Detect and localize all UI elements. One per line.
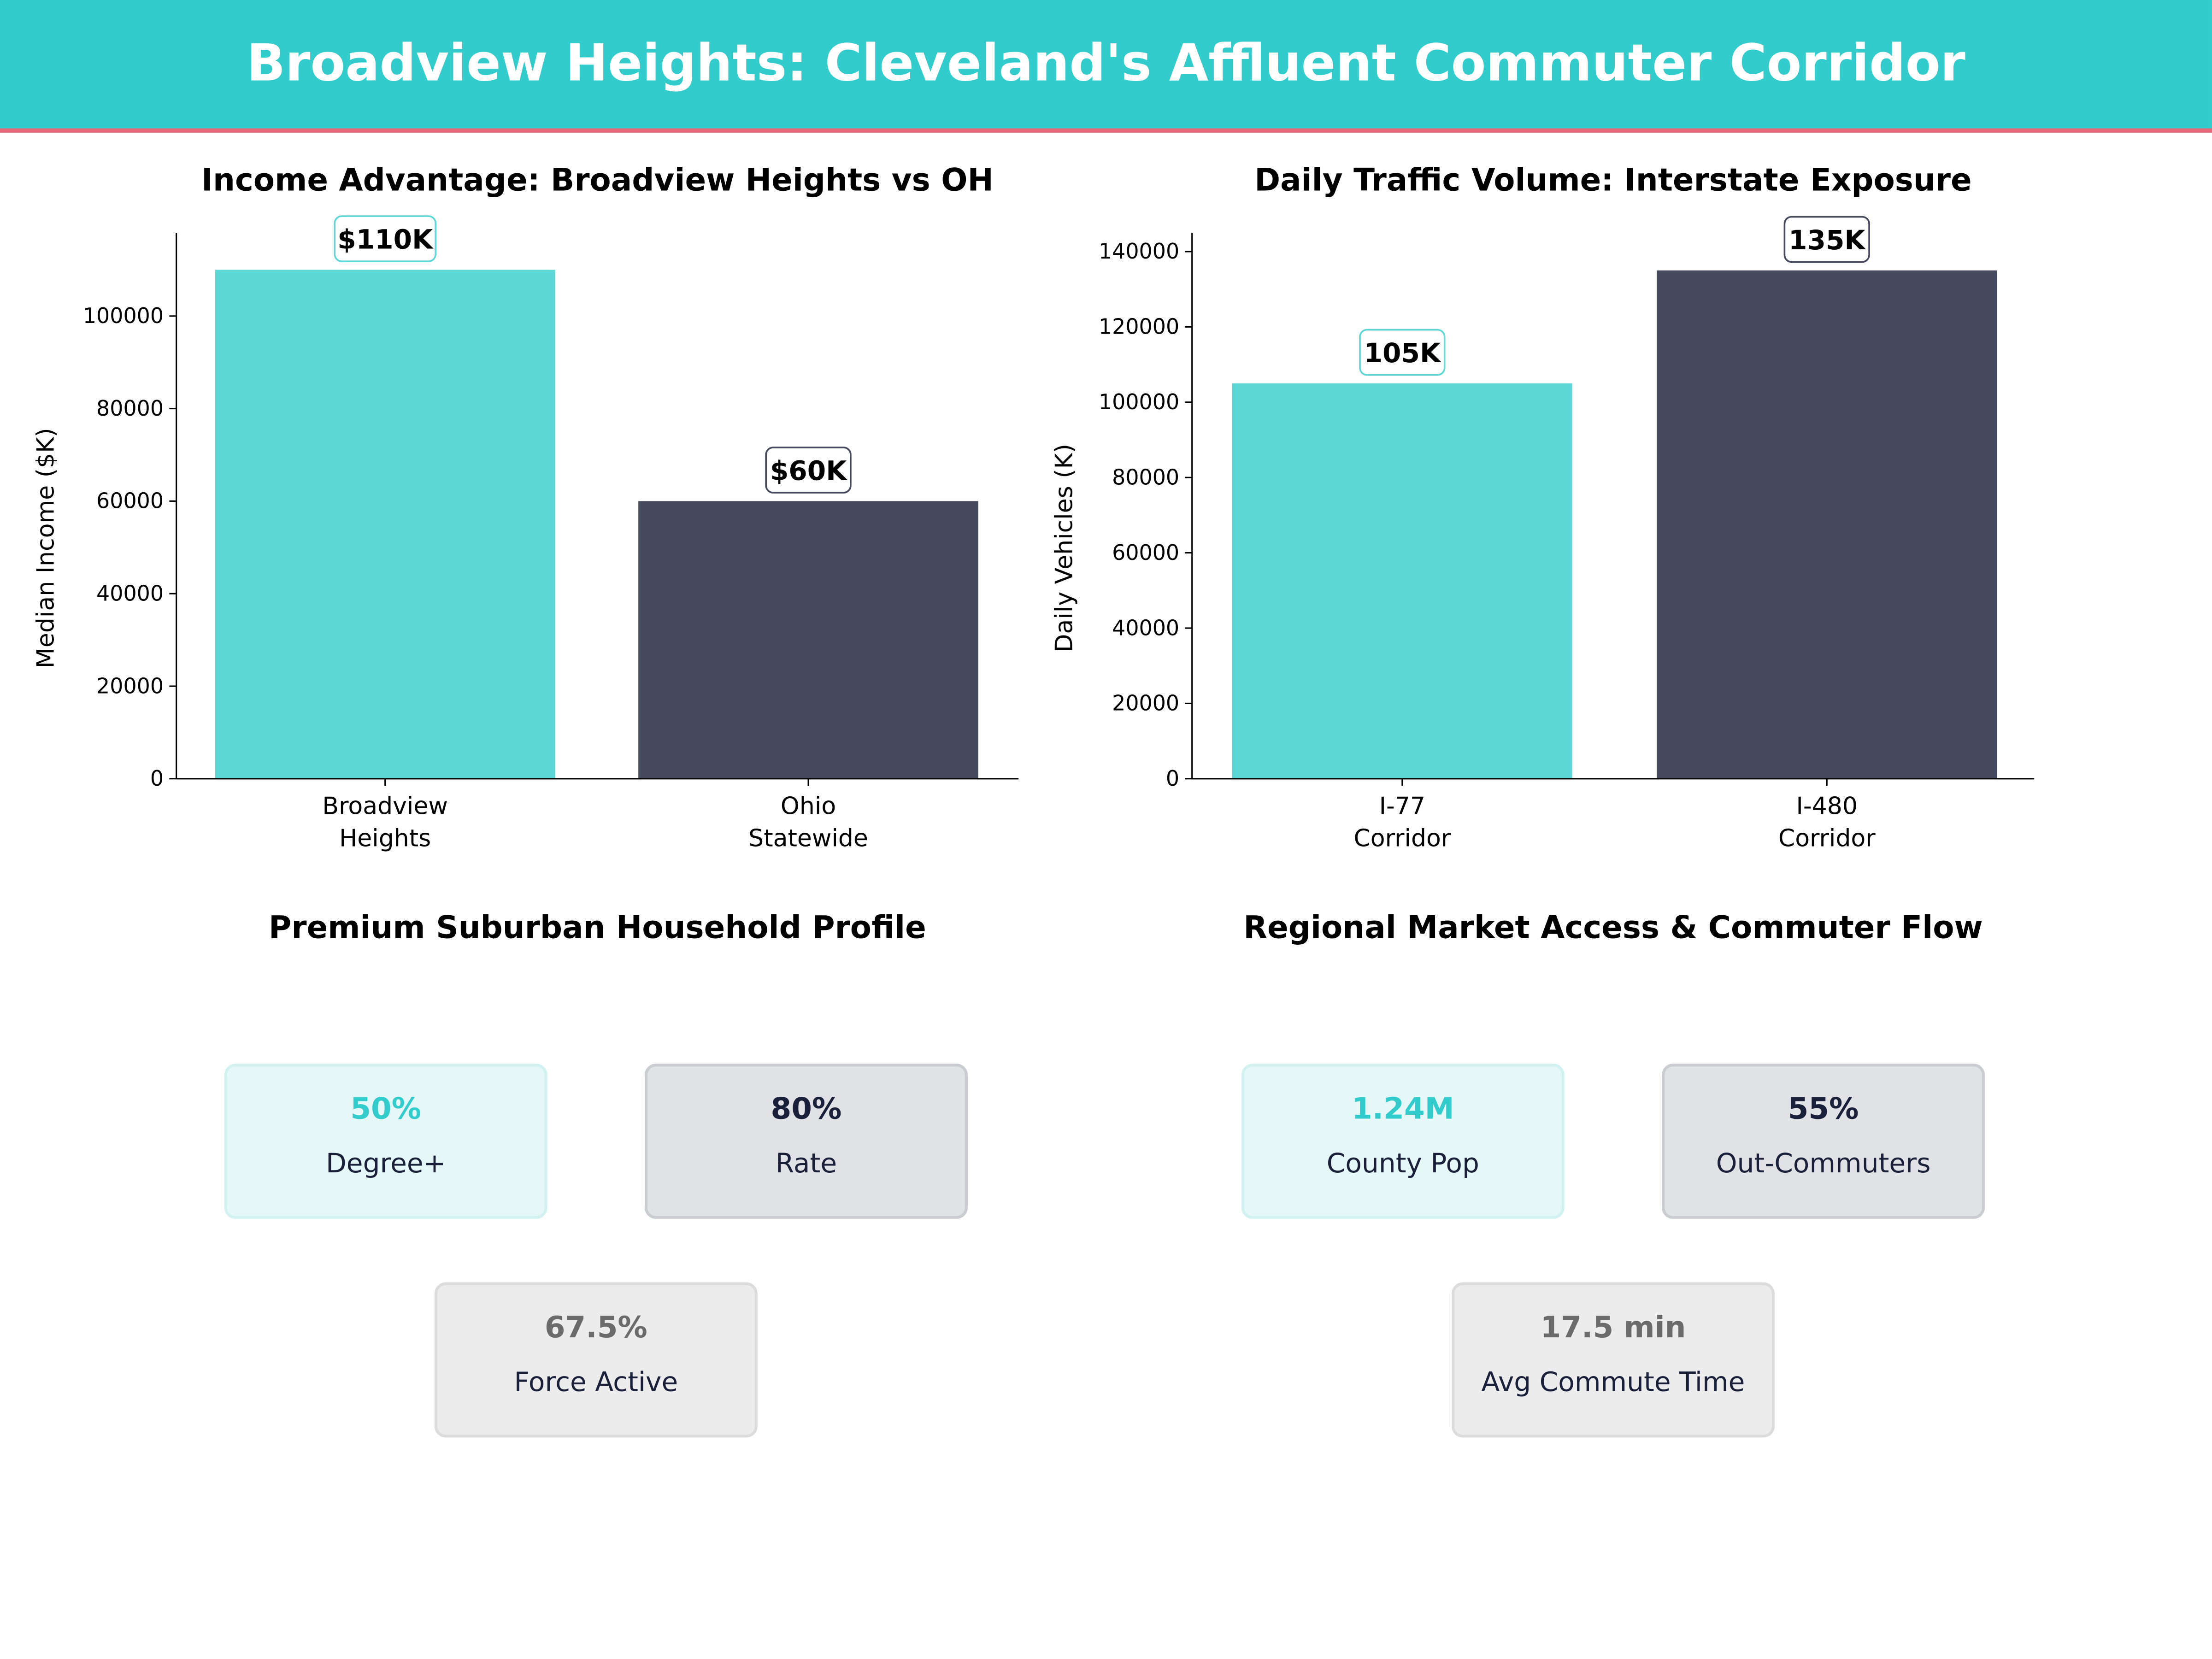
x-tick-label: Broadview	[322, 792, 448, 820]
y-tick-label: 40000	[96, 581, 164, 606]
data-label: 135K	[1788, 224, 1866, 256]
data-label-box	[334, 215, 436, 262]
bar	[215, 270, 555, 779]
x-tick-label: Heights	[339, 825, 431, 853]
y-tick-label: 100000	[1099, 389, 1179, 414]
bar	[1232, 383, 1572, 779]
y-tick-label: 40000	[1112, 615, 1179, 640]
card-label: Avg Commute Time	[1481, 1367, 1745, 1398]
data-label: 105K	[1364, 337, 1441, 369]
data-label: $110K	[337, 224, 434, 255]
degree-card: 50% Degree+	[224, 1064, 547, 1219]
y-tick-label: 60000	[1112, 540, 1179, 565]
y-tick-label: 0	[1166, 766, 1179, 791]
y-tick-label: 120000	[1099, 314, 1179, 339]
card-label: Out-Commuters	[1716, 1148, 1931, 1180]
card-label: County Pop	[1326, 1148, 1479, 1180]
card-value: 1.24M	[1352, 1092, 1454, 1126]
header-banner: Broadview Heights: Cleveland's Affluent …	[0, 0, 2212, 133]
card-value: 17.5 min	[1540, 1310, 1686, 1345]
y-axis-label: Daily Vehicles (K)	[1051, 444, 1078, 653]
labor-force-card: 67.5% Force Active	[434, 1282, 758, 1438]
card-value: 67.5%	[544, 1310, 647, 1345]
y-tick-label: 100000	[83, 303, 164, 328]
y-tick-label: 80000	[96, 396, 164, 421]
rate-card: 80% Rate	[644, 1064, 968, 1219]
y-tick-label: 0	[150, 766, 164, 791]
card-label: Degree+	[325, 1148, 446, 1180]
data-label: $60K	[770, 455, 847, 486]
x-tick-label: I-77	[1379, 792, 1425, 820]
card-label: Rate	[775, 1148, 837, 1180]
y-tick-label: 80000	[1112, 465, 1179, 489]
traffic-chart-title: Daily Traffic Volume: Interstate Exposur…	[1254, 164, 1972, 199]
y-tick-label: 20000	[96, 673, 164, 698]
x-tick-label: I-480	[1796, 792, 1858, 820]
page-title: Broadview Heights: Cleveland's Affluent …	[247, 35, 1965, 94]
y-tick-label: 60000	[96, 488, 164, 513]
income-chart-title: Income Advantage: Broadview Heights vs O…	[201, 164, 994, 199]
card-label: Force Active	[514, 1367, 678, 1398]
y-tick-label: 140000	[1099, 239, 1179, 264]
card-value: 80%	[771, 1092, 842, 1126]
out-commuters-card: 55% Out-Commuters	[1662, 1064, 1985, 1219]
card-value: 55%	[1788, 1092, 1859, 1126]
bar	[638, 501, 978, 779]
x-tick-label: Statewide	[748, 825, 868, 853]
x-tick-label: Corridor	[1778, 825, 1876, 853]
y-axis-label: Median Income ($K)	[32, 428, 59, 668]
x-tick-label: Corridor	[1353, 825, 1451, 853]
bar	[1657, 270, 1997, 779]
household-panel-title: Premium Suburban Household Profile	[269, 911, 926, 947]
commute-time-card: 17.5 min Avg Commute Time	[1451, 1282, 1775, 1438]
data-label-box	[765, 447, 852, 494]
y-tick-label: 20000	[1112, 691, 1179, 716]
x-tick-label: Ohio	[781, 792, 836, 820]
county-pop-card: 1.24M County Pop	[1241, 1064, 1565, 1219]
card-value: 50%	[350, 1092, 422, 1126]
data-label-box	[1359, 329, 1446, 376]
data-label-box	[1783, 216, 1870, 263]
market-panel-title: Regional Market Access & Commuter Flow	[1243, 911, 1983, 947]
